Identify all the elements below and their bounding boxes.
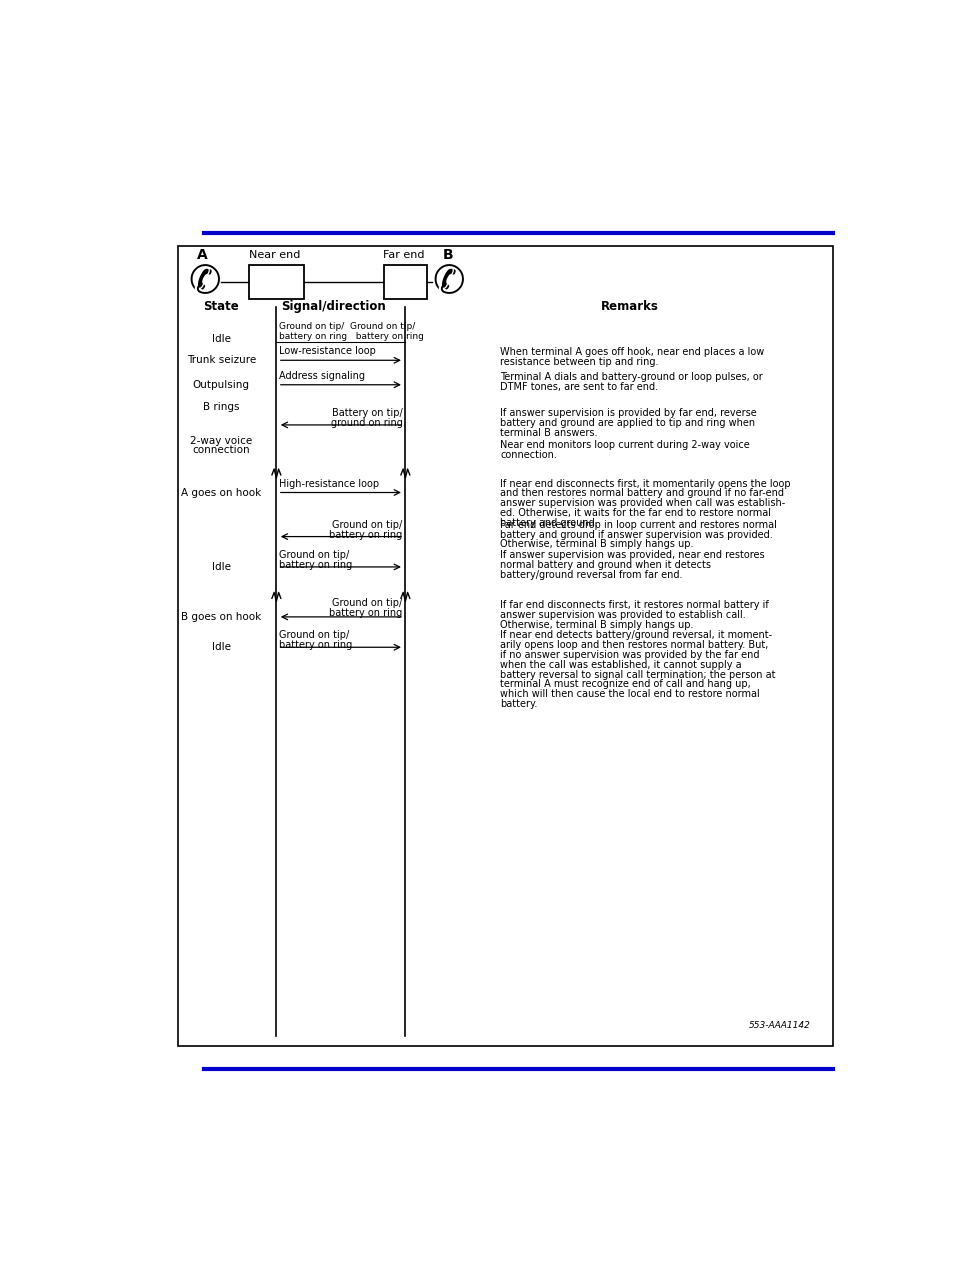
Text: Address signaling: Address signaling xyxy=(279,371,365,380)
Text: If far end disconnects first, it restores normal battery if: If far end disconnects first, it restore… xyxy=(499,600,768,611)
Text: Ground on tip/: Ground on tip/ xyxy=(332,598,402,608)
Text: 553-AAA1142: 553-AAA1142 xyxy=(748,1021,810,1030)
Text: Outpulsing: Outpulsing xyxy=(193,380,250,389)
Text: answer supervision was provided to establish call.: answer supervision was provided to estab… xyxy=(499,609,745,619)
Text: DTMF tones, are sent to far end.: DTMF tones, are sent to far end. xyxy=(499,382,658,392)
Bar xyxy=(178,245,832,1046)
Text: which will then cause the local end to restore normal: which will then cause the local end to r… xyxy=(499,689,759,700)
Text: If near end detects battery/ground reversal, it moment-: If near end detects battery/ground rever… xyxy=(499,631,771,640)
Text: connection.: connection. xyxy=(499,450,557,460)
Text: Idle: Idle xyxy=(212,562,231,572)
Text: battery reversal to signal call termination; the person at: battery reversal to signal call terminat… xyxy=(499,669,775,679)
Text: battery on ring: battery on ring xyxy=(279,640,353,650)
Text: battery on ring: battery on ring xyxy=(329,529,402,539)
Text: ✆: ✆ xyxy=(188,263,220,301)
Text: System: System xyxy=(256,277,295,287)
Text: battery and ground are applied to tip and ring when: battery and ground are applied to tip an… xyxy=(499,418,755,427)
Text: If answer supervision was provided, near end restores: If answer supervision was provided, near… xyxy=(499,550,764,560)
Text: Ground on tip/: Ground on tip/ xyxy=(279,631,349,640)
Text: Otherwise, terminal B simply hangs up.: Otherwise, terminal B simply hangs up. xyxy=(499,539,693,550)
Text: Near end monitors loop current during 2-way voice: Near end monitors loop current during 2-… xyxy=(499,440,749,450)
Text: connection: connection xyxy=(193,445,250,455)
Text: B rings: B rings xyxy=(203,402,239,412)
Bar xyxy=(249,266,304,299)
Text: ed. Otherwise, it waits for the far end to restore normal: ed. Otherwise, it waits for the far end … xyxy=(499,508,770,518)
Text: Ground on tip/  Ground on tip/: Ground on tip/ Ground on tip/ xyxy=(279,322,416,331)
Text: terminal A must recognize end of call and hang up,: terminal A must recognize end of call an… xyxy=(499,679,750,689)
Text: Signal/direction: Signal/direction xyxy=(281,300,386,313)
Text: when the call was established, it cannot supply a: when the call was established, it cannot… xyxy=(499,660,740,670)
Text: If answer supervision is provided by far end, reverse: If answer supervision is provided by far… xyxy=(499,408,756,418)
Text: B: B xyxy=(442,248,453,262)
Text: Trunk seizure: Trunk seizure xyxy=(187,355,255,365)
Text: Near end: Near end xyxy=(249,251,300,261)
Text: Idle: Idle xyxy=(212,333,231,343)
Text: and then restores normal battery and ground if no far-end: and then restores normal battery and gro… xyxy=(499,488,783,499)
Text: arily opens loop and then restores normal battery. But,: arily opens loop and then restores norma… xyxy=(499,640,767,650)
Text: Idle: Idle xyxy=(212,642,231,653)
Text: Far end detects drop in loop current and restores normal: Far end detects drop in loop current and… xyxy=(499,520,776,529)
Text: battery.: battery. xyxy=(499,698,537,709)
Text: battery and ground.: battery and ground. xyxy=(499,518,598,528)
Text: battery on ring: battery on ring xyxy=(279,560,353,570)
Text: 2-way voice: 2-way voice xyxy=(190,435,253,445)
Text: B goes on hook: B goes on hook xyxy=(181,612,261,622)
Text: A goes on hook: A goes on hook xyxy=(181,487,261,497)
Text: High-resistance loop: High-resistance loop xyxy=(279,478,379,488)
Text: If near end disconnects first, it momentarily opens the loop: If near end disconnects first, it moment… xyxy=(499,478,790,488)
Text: State: State xyxy=(203,300,239,313)
Text: Ground on tip/: Ground on tip/ xyxy=(332,520,402,529)
Text: if no answer supervision was provided by the far end: if no answer supervision was provided by… xyxy=(499,650,759,660)
Text: ✆: ✆ xyxy=(432,263,464,301)
Text: When terminal A goes off hook, near end places a low: When terminal A goes off hook, near end … xyxy=(499,347,763,357)
Text: battery and ground if answer supervision was provided.: battery and ground if answer supervision… xyxy=(499,529,772,539)
Text: battery/ground reversal from far end.: battery/ground reversal from far end. xyxy=(499,570,681,580)
Text: battery on ring   battery on ring: battery on ring battery on ring xyxy=(279,332,424,341)
Text: normal battery and ground when it detects: normal battery and ground when it detect… xyxy=(499,560,710,570)
Text: A: A xyxy=(197,248,208,262)
Text: answer supervision was provided when call was establish-: answer supervision was provided when cal… xyxy=(499,499,784,509)
Text: terminal B answers.: terminal B answers. xyxy=(499,427,597,438)
Text: Ground on tip/: Ground on tip/ xyxy=(279,550,349,560)
Text: Remarks: Remarks xyxy=(599,300,658,313)
Text: Battery on tip/: Battery on tip/ xyxy=(332,408,402,418)
Text: Otherwise, terminal B simply hangs up.: Otherwise, terminal B simply hangs up. xyxy=(499,619,693,630)
Text: PBX: PBX xyxy=(395,277,416,287)
Text: resistance between tip and ring.: resistance between tip and ring. xyxy=(499,357,658,368)
Bar xyxy=(383,266,426,299)
Text: Terminal A dials and battery-ground or loop pulses, or: Terminal A dials and battery-ground or l… xyxy=(499,371,762,382)
Text: battery on ring: battery on ring xyxy=(329,608,402,618)
Text: Low-resistance loop: Low-resistance loop xyxy=(279,346,375,356)
Text: Far end: Far end xyxy=(383,251,424,261)
Text: ground on ring: ground on ring xyxy=(330,418,402,427)
